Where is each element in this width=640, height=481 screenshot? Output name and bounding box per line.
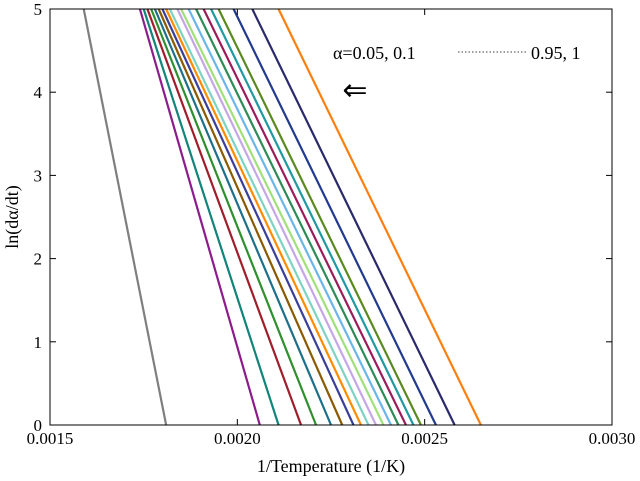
- y-tick-label: 4: [34, 83, 43, 102]
- x-tick-label: 0.0025: [401, 429, 448, 448]
- annotation-start-text: α=0.05, 0.1: [333, 43, 416, 63]
- plot-frame: [49, 8, 613, 426]
- x-tick-label: 0.0030: [589, 429, 636, 448]
- series-lines: [82, 8, 482, 426]
- y-tick-label: 3: [34, 166, 43, 185]
- y-tick-label: 0: [34, 416, 43, 435]
- series-line-9: [165, 8, 362, 426]
- series-line-6: [153, 8, 333, 426]
- tick-labels: 0.0015 0.0020 0.0025 0.0030 0 1 2 3 4 5: [27, 0, 636, 448]
- annotation-end-text: 0.95, 1: [531, 43, 581, 63]
- arrow-left-icon: ⇐: [342, 73, 367, 108]
- y-tick-label: 1: [34, 333, 43, 352]
- x-axis-label: 1/Temperature (1/K): [257, 456, 405, 477]
- series-line-19: [251, 8, 456, 426]
- series-line-5: [150, 8, 318, 426]
- axis-ticks: [49, 8, 613, 426]
- series-line-14: [195, 8, 400, 426]
- y-tick-label: 2: [34, 250, 43, 269]
- series-line-2: [138, 8, 261, 426]
- series-line-18: [232, 8, 437, 426]
- series-line-7: [157, 8, 344, 426]
- series-line-10: [168, 8, 370, 426]
- series-line-8: [161, 8, 355, 426]
- series-line-1: [82, 8, 168, 426]
- series-line-17: [217, 8, 422, 426]
- series-line-20: [277, 8, 482, 426]
- series-line-4: [146, 8, 303, 426]
- y-tick-label: 5: [34, 0, 43, 19]
- y-axis-label: ln(dα/dt): [2, 185, 23, 248]
- x-tick-label: 0.0020: [214, 429, 261, 448]
- x-tick-label: 0.0015: [27, 429, 74, 448]
- series-line-3: [142, 8, 280, 426]
- series-line-15: [202, 8, 407, 426]
- series-line-13: [187, 8, 392, 426]
- series-line-11: [176, 8, 377, 426]
- series-line-16: [210, 8, 415, 426]
- series-line-12: [180, 8, 385, 426]
